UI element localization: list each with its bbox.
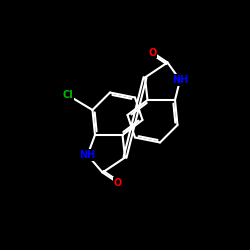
Text: O: O bbox=[114, 178, 122, 188]
Text: O: O bbox=[148, 48, 156, 58]
Text: Cl: Cl bbox=[62, 90, 73, 100]
Text: NH: NH bbox=[172, 75, 188, 85]
Text: NH: NH bbox=[80, 150, 96, 160]
